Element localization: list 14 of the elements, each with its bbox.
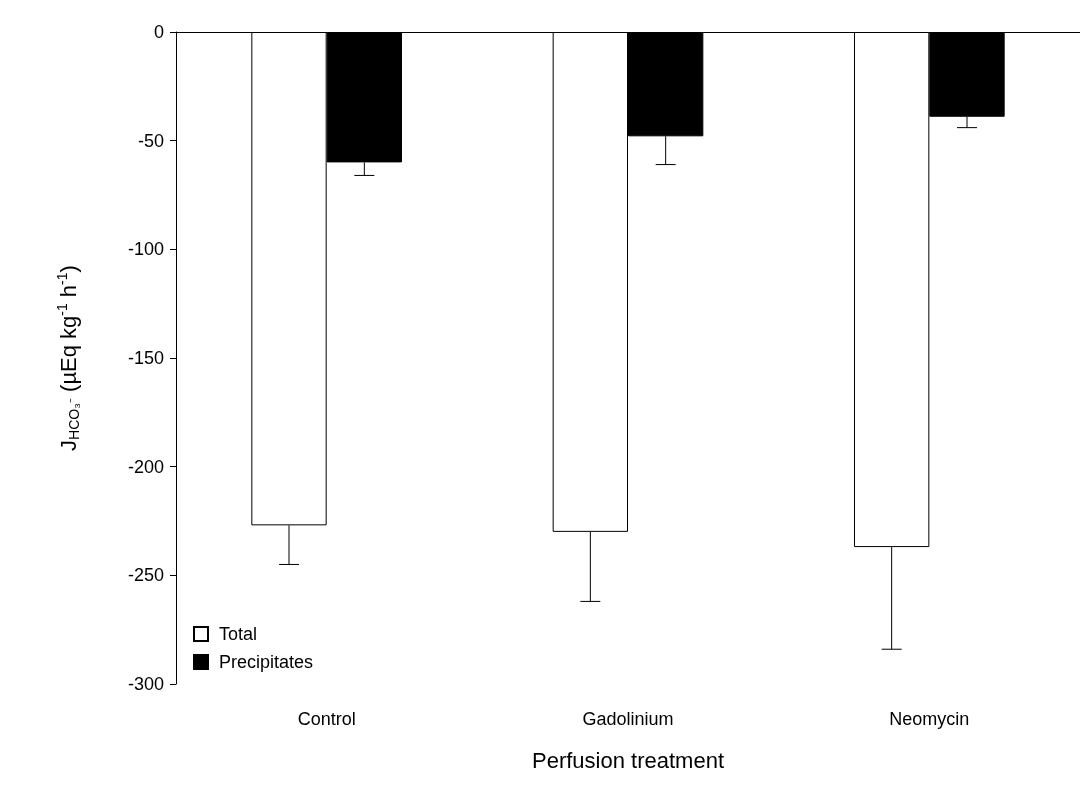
y-tick-label: -150 bbox=[127, 348, 164, 368]
x-tick-label: Gadolinium bbox=[582, 709, 674, 729]
y-tick-label: -100 bbox=[127, 239, 164, 260]
y-tick-label: -300 bbox=[127, 674, 164, 694]
x-tick-label: Neomycin bbox=[889, 709, 970, 729]
legend-label: Precipitates bbox=[219, 652, 314, 672]
y-tick-label: -200 bbox=[127, 456, 164, 477]
y-tick-label: 0 bbox=[153, 22, 164, 42]
legend-label: Total bbox=[219, 624, 258, 644]
y-tick-label: -50 bbox=[137, 130, 164, 151]
x-axis-title: Perfusion treatment bbox=[532, 747, 724, 773]
x-tick-label: Control bbox=[297, 709, 356, 729]
y-tick-label: -250 bbox=[127, 565, 164, 586]
y-axis-title: JHCO₃⁻ (µEq kg-1 h-1) bbox=[54, 265, 82, 451]
